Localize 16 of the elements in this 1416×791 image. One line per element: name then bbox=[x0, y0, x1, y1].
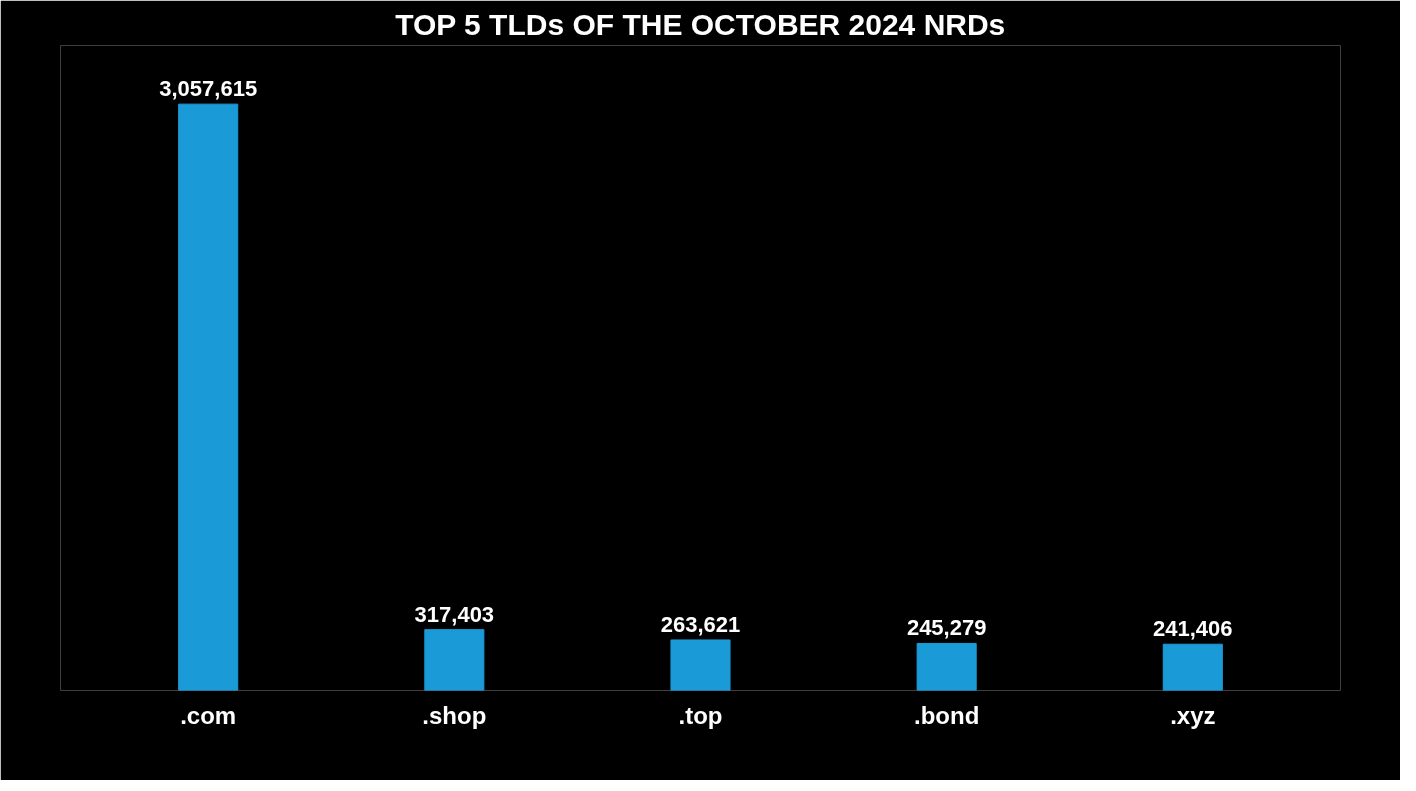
data-label: 245,279 bbox=[906, 615, 987, 641]
bar bbox=[178, 103, 239, 691]
data-label: 263,621 bbox=[660, 611, 741, 637]
bar bbox=[424, 629, 485, 691]
x-tick-label: .com bbox=[180, 701, 237, 729]
bar bbox=[1162, 643, 1223, 691]
bar bbox=[670, 639, 731, 691]
x-tick-label: .xyz bbox=[1170, 701, 1216, 729]
x-tick-label: .shop bbox=[422, 701, 487, 729]
chart-title: TOP 5 TLDs OF THE OCTOBER 2024 NRDs bbox=[395, 7, 1006, 41]
bar bbox=[916, 642, 977, 691]
x-tick-label: .top bbox=[678, 701, 723, 729]
x-tick-label: .bond bbox=[914, 701, 980, 729]
data-label: 317,403 bbox=[414, 601, 495, 627]
data-label: 3,057,615 bbox=[159, 76, 258, 102]
data-label: 241,406 bbox=[1153, 616, 1233, 642]
